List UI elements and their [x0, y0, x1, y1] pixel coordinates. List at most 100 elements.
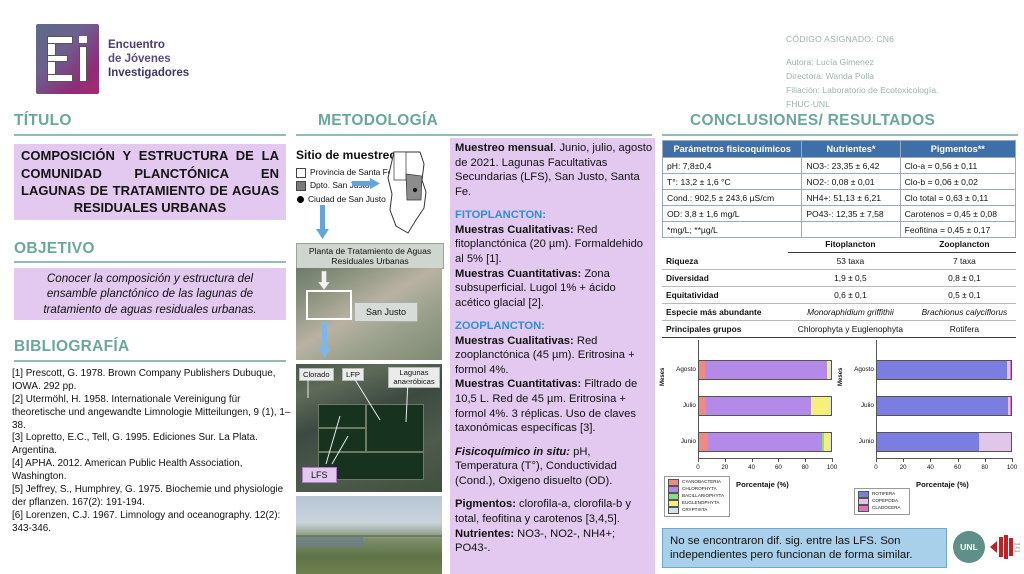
- segment-cryptista: [830, 361, 831, 379]
- chart1-tick: [957, 458, 959, 462]
- segment-chlorophyta: [705, 397, 811, 415]
- swatch-provincia-icon: [296, 167, 306, 178]
- city-label-san-justo: San Justo: [354, 302, 418, 322]
- meta-codigo: CÓDIGO ASIGNADO: CN6: [786, 34, 895, 44]
- method-fitoplancton-head: FITOPLANCTON:: [455, 209, 546, 222]
- swatch-departamento-icon: [296, 180, 306, 191]
- chart0-tick-label: 0: [696, 464, 700, 471]
- chart0-bar: [698, 432, 832, 452]
- segment-chlorophyta: [704, 361, 828, 379]
- biblio-item: [6] Lorenzen, C.J. 1967. Limnology and o…: [12, 509, 281, 534]
- chart0-xlabel: Porcentaje (%): [736, 480, 789, 489]
- chart0-tick: [805, 458, 807, 462]
- heading-bibliografia: BIBLIOGRAFÍA: [14, 338, 130, 355]
- map-legend-item: Ciudad de San Justo: [296, 193, 392, 206]
- chart0-legend: CYANOBACTERIA CHLOROPHYTA BACILLARIOPHYTA E…: [664, 476, 730, 517]
- arrow-right-icon: [352, 178, 380, 189]
- cell: NO3-: 23,35 ± 6,42: [801, 157, 901, 174]
- arrow-down-blue-icon: [318, 322, 331, 358]
- cell: Rotifera: [912, 320, 1016, 338]
- svg-text:Federación: Federación: [1015, 542, 1021, 546]
- chart0-tick: [778, 458, 780, 462]
- metodologia-text: Muestreo mensual. Junio, julio, agosto d…: [455, 141, 653, 556]
- cell: Clo total = 0,63 ± 0,11: [899, 189, 1017, 206]
- map-legend-label: Ciudad de San Justo: [308, 193, 386, 204]
- method-fisicoquimico: Fisicoquímico in situ: pH, Temperatura (…: [455, 445, 653, 489]
- label-bold: Fisicoquímico in situ:: [455, 445, 570, 458]
- heading-conclusiones: CONCLUSIONES/ RESULTADOS: [690, 112, 936, 129]
- rule-bibliografia: [14, 360, 286, 362]
- cell: OD: 3,8 ± 1,6 mg/L: [661, 205, 803, 222]
- cell-label: Especie más abundante: [662, 303, 788, 321]
- chart1-tick-label: 40: [926, 464, 934, 471]
- map-legend-item: Provincia de Santa Fe: [296, 166, 392, 179]
- th-parametros: Parámetros fisicoquímicos: [661, 140, 803, 158]
- tabla-comunidades: Fitoplancton Zooplancton Riqueza 53 taxa…: [662, 236, 1016, 338]
- method-intro-rest: . Junio, julio, agosto de 2021. Lagunas …: [455, 142, 653, 198]
- cell-label: Riqueza: [662, 252, 788, 270]
- lagoon-lfp: [366, 404, 424, 452]
- method-zoo-cuantitativas: Muestras Cuantitativas: Filtrado de 10,5…: [455, 377, 653, 435]
- rule-objetivo: [14, 261, 286, 263]
- cell: Brachionus calyciflorus: [912, 303, 1016, 321]
- cell: PO43-: 12,35 ± 7,58: [801, 205, 901, 222]
- arrow-down-white-icon: [318, 271, 330, 290]
- table-row: Riqueza 53 taxa 7 taxa: [662, 252, 1016, 270]
- segment-euglenophyta: [810, 397, 831, 415]
- svg-text:Universitaria: Universitaria: [1015, 546, 1021, 550]
- legend-swatch-icon: [668, 507, 679, 514]
- arrow-down-icon: [316, 205, 329, 239]
- rule-conclusiones: [662, 134, 1018, 136]
- legend-label: EUGLENOPHYTA: [682, 500, 720, 506]
- chart0-tick-label: 80: [801, 464, 809, 471]
- th-fitoplancton: Fitoplancton: [788, 236, 913, 253]
- legend-item: ROTIFERA: [858, 491, 906, 498]
- segment-cryptista: [829, 433, 831, 451]
- meta-filiacion-2: FHUC-UNL: [786, 98, 830, 109]
- cell: 53 taxa: [788, 252, 913, 270]
- poster-meta: CÓDIGO ASIGNADO: CN6 Autora: Lucía Gimen…: [786, 33, 1024, 112]
- logo-line-1: Encuentro: [108, 38, 165, 51]
- lagoon-lfs-2: [318, 428, 366, 452]
- chart1-bar: [876, 396, 1012, 416]
- segment-cladocera: [1010, 361, 1011, 379]
- svg-text:del Litoral: del Litoral: [1015, 549, 1021, 553]
- conclusion-text: No se encontraron dif. sig. entre las LF…: [670, 534, 913, 561]
- chart0-ylabel: Meses: [660, 367, 666, 386]
- map-legend-label: Provincia de Santa Fe: [310, 167, 393, 177]
- chart0-bar: [698, 360, 832, 380]
- chart1-bar: [876, 360, 1012, 380]
- eji-logo-mark: [36, 24, 99, 94]
- chart-fitoplancton: Meses Agosto Julio Junio 0 20 40 60 80 100 Porc…: [660, 334, 838, 517]
- biblio-item: [1] Prescott, G. 1978. Brown Company Pub…: [12, 368, 276, 392]
- lagoon-lfs-1: [318, 404, 366, 428]
- segment-cyanobacteria: [699, 397, 706, 415]
- cell-label: Equitatividad: [662, 286, 788, 304]
- segment-rotifera: [877, 433, 979, 451]
- chart1-tick-label: 80: [981, 464, 989, 471]
- method-nutrientes: Nutrientes: NO3-, NO2-, NH4+; PO43-.: [455, 527, 653, 556]
- objetivo-text: Conocer la composición y estructura del …: [43, 272, 257, 316]
- cell: 7 taxa: [912, 252, 1016, 270]
- sitio-muestreo-title: Sitio de muestreo: [296, 148, 397, 162]
- biblio-item: [5] Jeffrey, S., Humphrey, G. 1975. Bioc…: [12, 483, 284, 508]
- segment-copepoda: [1006, 361, 1011, 379]
- chart0-bar: [698, 396, 832, 416]
- th-pigmentos: Pigmentos**: [899, 140, 1017, 158]
- table-header-row: Parámetros fisicoquímicos Nutrientes* Pi…: [661, 140, 1017, 158]
- santa-fe-province-map: [387, 151, 427, 234]
- legend-item: CRYPTISTA: [668, 507, 726, 514]
- legend-item: EUGLENOPHYTA: [668, 500, 726, 507]
- cell: Clo-a = 0,56 ± 0,11: [899, 157, 1017, 174]
- chart0-row-label: Junio: [680, 438, 696, 445]
- tabla-fisicoquimicos: Parámetros fisicoquímicos Nutrientes* Pi…: [661, 140, 1017, 238]
- biblio-item: [4] APHA. 2012. American Public Health A…: [12, 458, 243, 482]
- chart1-tick: [903, 458, 905, 462]
- label-text: Red fitoplanctónica (20 µm). Formaldehid…: [455, 223, 644, 265]
- method-zoo-cualitativas: Muestras Cualitativas: Red zooplanctónic…: [455, 334, 653, 378]
- segment-euglenophyta: [824, 433, 830, 451]
- chart1-tick-label: 100: [1006, 464, 1018, 471]
- planta-tratamiento-label: Planta de Tratamiento de Aguas Residuale…: [296, 243, 444, 269]
- map-legend-item: Dpto. San Justo: [296, 179, 392, 192]
- cell: Chlorophyta y Euglenophyta: [788, 320, 913, 338]
